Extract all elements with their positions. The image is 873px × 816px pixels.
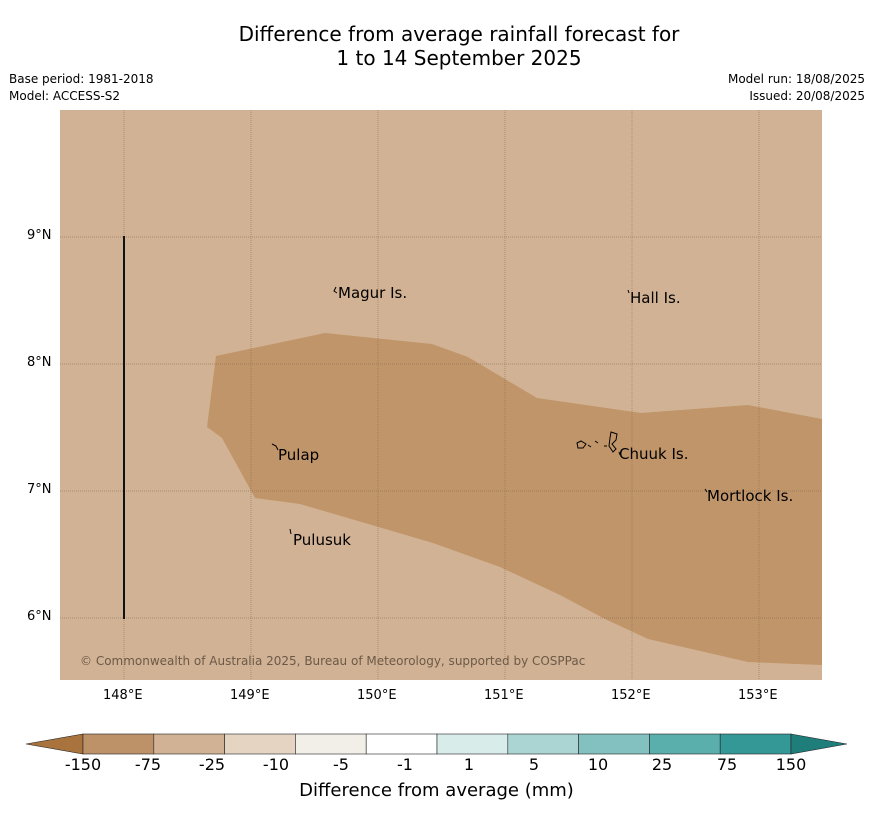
legend-tick: 150 xyxy=(775,755,807,774)
legend-tick: -1 xyxy=(397,755,413,774)
mortlock-island xyxy=(704,488,708,493)
chuuk-lagoon xyxy=(576,431,621,456)
colorbar-segment xyxy=(224,733,296,755)
legend-tick: -25 xyxy=(198,755,226,774)
title-line-2: 1 to 14 September 2025 xyxy=(336,46,582,70)
legend-tick: 75 xyxy=(716,755,738,774)
legend-title: Difference from average (mm) xyxy=(299,780,574,801)
colorbar-extend-high xyxy=(790,733,848,755)
lon-label-151e: 151°E xyxy=(484,688,524,703)
place-label-pulap: Pulap xyxy=(278,446,319,464)
lat-label-8n: 8°N xyxy=(27,355,52,370)
lat-label-6n: 6°N xyxy=(27,609,52,624)
base-period: Base period: 1981-2018 xyxy=(9,72,154,86)
place-label-pulusuk: Pulusuk xyxy=(293,531,351,549)
magur-island xyxy=(333,286,338,294)
lat-label-9n: 9°N xyxy=(27,228,52,243)
legend-tick: -150 xyxy=(64,755,102,774)
meta-left: Base period: 1981-2018 Model: ACCESS-S2 xyxy=(9,71,154,105)
lon-label-152e: 152°E xyxy=(611,688,651,703)
legend-tick: -10 xyxy=(262,755,290,774)
colorbar xyxy=(25,733,848,755)
place-label-mortlock: Mortlock Is. xyxy=(707,487,793,505)
colorbar-segment xyxy=(153,733,225,755)
colorbar-segment xyxy=(507,733,579,755)
colorbar-segment xyxy=(649,733,721,755)
legend-tick: 10 xyxy=(587,755,609,774)
place-label-chuuk: Chuuk Is. xyxy=(619,445,688,463)
legend-tick: -5 xyxy=(333,755,349,774)
hall-island xyxy=(627,289,630,294)
colorbar-segment xyxy=(436,733,509,755)
anomaly-band xyxy=(207,333,822,665)
lon-label-148e: 148°E xyxy=(103,688,143,703)
island-outlines xyxy=(271,286,708,535)
lon-label-153e: 153°E xyxy=(738,688,778,703)
legend-tick: -75 xyxy=(134,755,162,774)
model-name: Model: ACCESS-S2 xyxy=(9,89,121,103)
pulusuk-island xyxy=(289,528,292,535)
place-label-magur: Magur Is. xyxy=(338,284,407,302)
model-run: Model run: 18/08/2025 xyxy=(727,72,865,86)
map-title: Difference from average rainfall forecas… xyxy=(0,22,873,70)
colorbar-segment xyxy=(365,733,438,755)
legend-tick: 5 xyxy=(528,755,540,774)
issued-date: Issued: 20/08/2025 xyxy=(749,89,865,103)
colorbar-segment xyxy=(82,733,155,755)
colorbar-segment xyxy=(578,733,650,755)
lon-label-149e: 149°E xyxy=(230,688,270,703)
colorbar-extend-low xyxy=(25,733,84,755)
lat-label-7n: 7°N xyxy=(27,482,52,497)
pulap-island xyxy=(271,443,279,451)
colorbar-segment xyxy=(719,733,792,755)
colorbar-segment xyxy=(295,733,367,755)
title-line-1: Difference from average rainfall forecas… xyxy=(238,22,680,46)
legend-tick: 1 xyxy=(463,755,475,774)
lon-label-150e: 150°E xyxy=(357,688,397,703)
legend-tick: 25 xyxy=(651,755,673,774)
copyright-notice: © Commonwealth of Australia 2025, Bureau… xyxy=(80,654,585,668)
meta-right: Model run: 18/08/2025 Issued: 20/08/2025 xyxy=(728,71,865,105)
place-label-hall: Hall Is. xyxy=(630,289,681,307)
